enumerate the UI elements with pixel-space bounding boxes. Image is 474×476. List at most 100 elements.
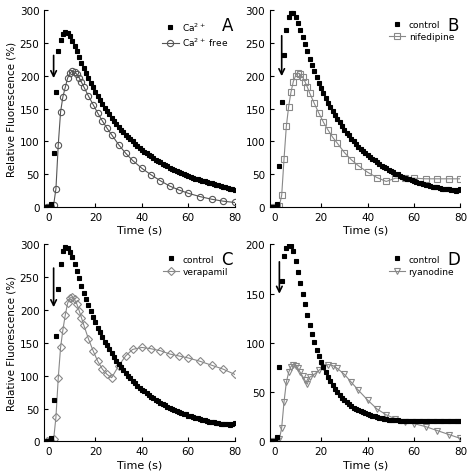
verapamil <box>157 348 163 354</box>
Ca$^{2+}$ free <box>95 111 100 117</box>
Ca$^{2+}$ free <box>185 191 191 197</box>
Ca$^{2+}$ free <box>86 94 91 99</box>
ryanodine <box>342 372 347 377</box>
nifedipine <box>293 74 299 79</box>
nifedipine <box>270 205 275 210</box>
verapamil <box>67 296 73 301</box>
nifedipine <box>304 85 310 90</box>
nifedipine <box>272 205 278 210</box>
Line: Ca$^{2+}$: Ca$^{2+}$ <box>45 30 237 210</box>
Ca$^{2+}$ free <box>79 80 84 86</box>
verapamil <box>116 363 121 369</box>
Text: A: A <box>221 17 233 35</box>
Line: ryanodine: ryanodine <box>269 362 464 445</box>
Ca$^{2+}$ free <box>76 76 82 81</box>
ryanodine <box>295 366 301 372</box>
control <box>232 420 237 426</box>
ryanodine <box>365 397 371 403</box>
Ca$^{2+}$ free <box>51 203 56 208</box>
control <box>325 375 331 380</box>
Ca$^{2+}$ <box>232 188 237 193</box>
verapamil <box>51 436 56 442</box>
nifedipine <box>348 158 354 163</box>
control <box>316 353 322 359</box>
control <box>270 205 275 210</box>
control <box>323 96 328 102</box>
control <box>316 81 322 87</box>
Ca$^{2+}$ free <box>157 178 163 184</box>
ryanodine <box>402 419 408 425</box>
nifedipine <box>281 157 287 163</box>
nifedipine <box>411 176 417 182</box>
ryanodine <box>288 364 294 369</box>
ryanodine <box>392 416 398 422</box>
verapamil <box>123 353 128 359</box>
verapamil <box>55 375 61 381</box>
control <box>97 330 103 336</box>
control <box>423 418 428 424</box>
verapamil <box>72 297 77 303</box>
ryanodine <box>291 362 296 367</box>
ryanodine <box>297 370 303 376</box>
ryanodine <box>316 368 322 374</box>
verapamil <box>197 358 203 364</box>
nifedipine <box>365 170 371 176</box>
control <box>458 187 464 192</box>
nifedipine <box>383 179 389 185</box>
nifedipine <box>335 141 340 147</box>
verapamil <box>60 327 66 333</box>
nifedipine <box>402 176 408 182</box>
ryanodine <box>276 436 282 442</box>
nifedipine <box>311 101 317 107</box>
verapamil <box>69 294 75 300</box>
ryanodine <box>320 364 326 369</box>
control <box>270 438 275 444</box>
Text: C: C <box>221 251 233 268</box>
ryanodine <box>300 374 305 379</box>
verapamil <box>65 301 71 307</box>
X-axis label: Time (s): Time (s) <box>117 225 162 235</box>
control <box>458 418 464 424</box>
control <box>134 383 140 388</box>
Line: nifedipine: nifedipine <box>269 71 464 211</box>
Ca$^{2+}$ free <box>46 205 52 210</box>
nifedipine <box>458 177 464 182</box>
Ca$^{2+}$ free <box>139 166 145 172</box>
ryanodine <box>270 438 275 444</box>
ryanodine <box>286 370 292 376</box>
Legend: Ca$^{2+}$, Ca$^{2+}$ free: Ca$^{2+}$, Ca$^{2+}$ free <box>161 20 230 51</box>
verapamil <box>63 313 68 318</box>
verapamil <box>185 356 191 361</box>
Ca$^{2+}$ free <box>53 187 59 192</box>
Ca$^{2+}$ free <box>90 102 96 108</box>
Ca$^{2+}$ <box>90 86 96 91</box>
Ca$^{2+}$ free <box>109 133 115 139</box>
Ca$^{2+}$ free <box>116 142 121 148</box>
nifedipine <box>316 111 322 117</box>
control <box>323 370 328 376</box>
verapamil <box>74 302 80 307</box>
Y-axis label: Relative Fluorescence (%): Relative Fluorescence (%) <box>7 276 17 410</box>
ryanodine <box>356 387 361 393</box>
control <box>418 418 424 424</box>
Ca$^{2+}$ free <box>220 199 226 205</box>
verapamil <box>139 345 145 350</box>
Ca$^{2+}$ free <box>63 86 68 91</box>
verapamil <box>176 353 182 359</box>
nifedipine <box>279 193 284 198</box>
nifedipine <box>297 72 303 78</box>
Ca$^{2+}$ free <box>130 158 136 164</box>
Line: control: control <box>270 11 463 210</box>
ryanodine <box>293 363 299 368</box>
nifedipine <box>288 90 294 96</box>
Ca$^{2+}$ free <box>67 71 73 77</box>
ryanodine <box>325 362 331 367</box>
nifedipine <box>446 177 452 182</box>
control <box>286 243 292 248</box>
ryanodine <box>311 372 317 377</box>
verapamil <box>46 438 52 444</box>
Text: B: B <box>447 17 458 35</box>
verapamil <box>86 337 91 342</box>
ryanodine <box>279 425 284 431</box>
Line: control: control <box>270 244 463 444</box>
